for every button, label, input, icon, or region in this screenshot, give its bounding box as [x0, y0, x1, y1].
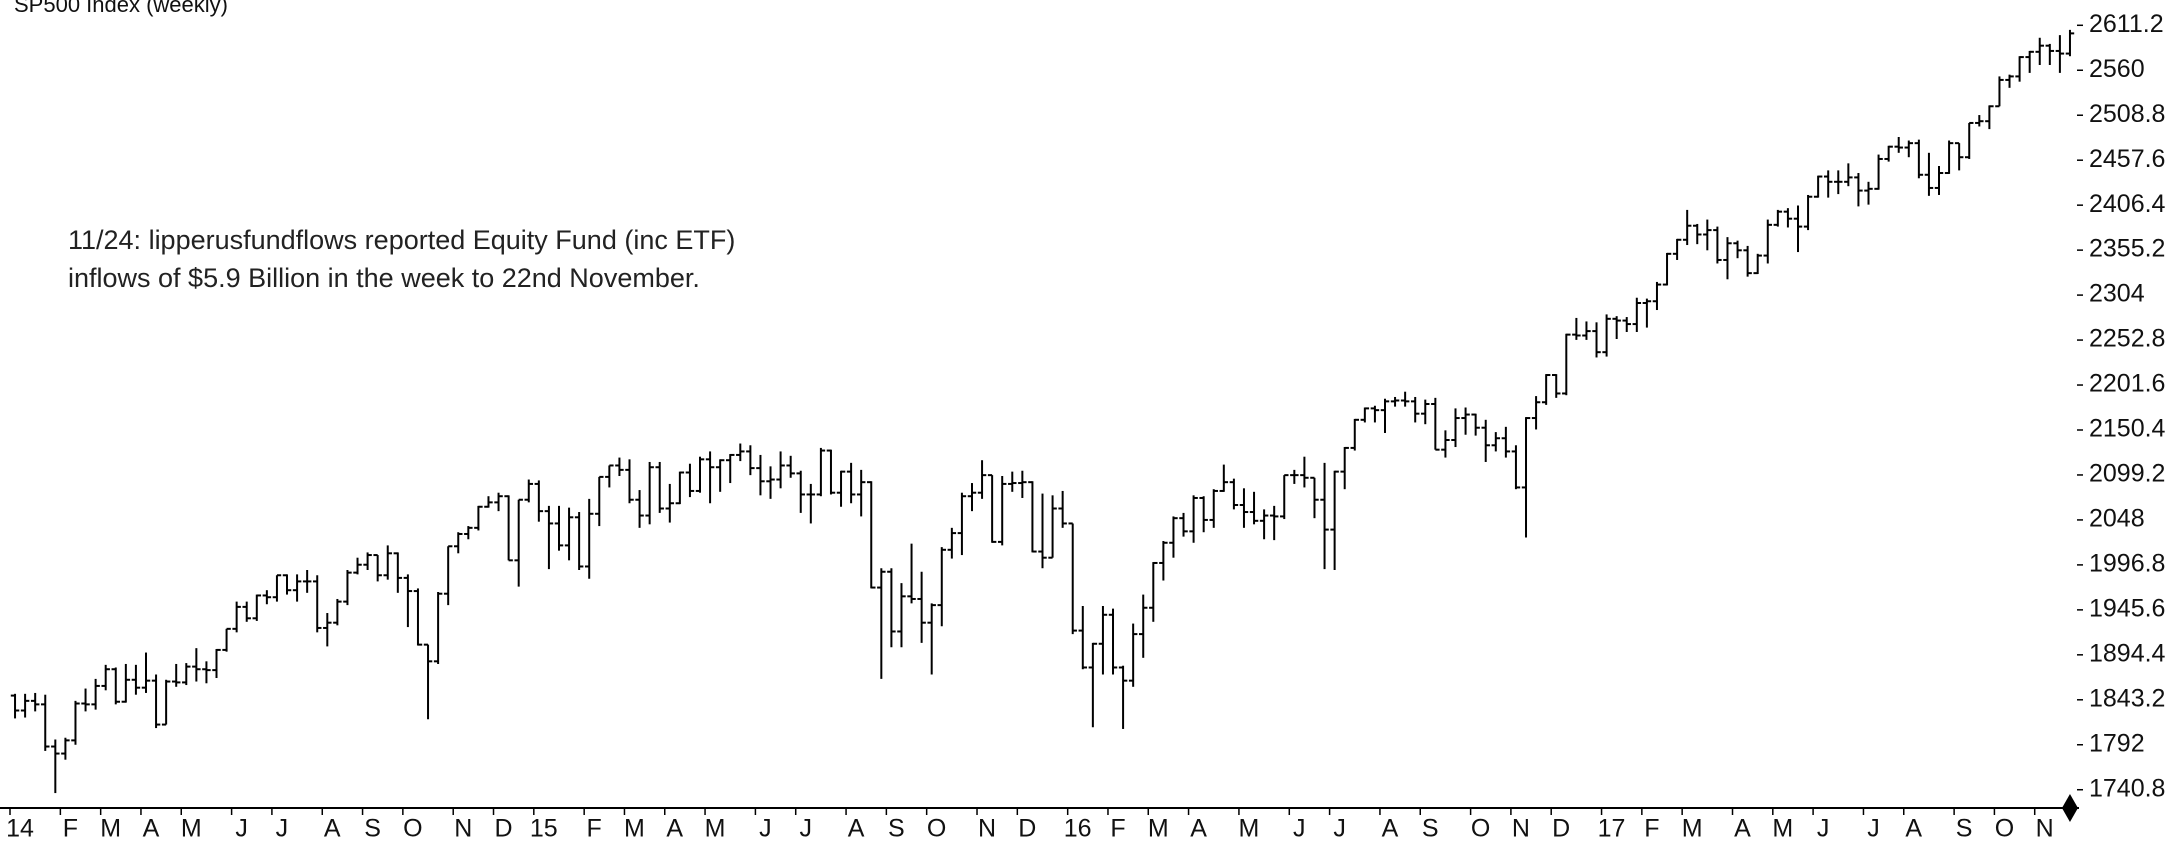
- y-tick-label: 2099.2: [2089, 460, 2165, 488]
- x-tick-label: N: [2036, 815, 2054, 843]
- x-tick-label: F: [587, 815, 602, 843]
- y-tick-label: 1843.2: [2089, 684, 2165, 712]
- x-tick-label: J: [799, 815, 812, 843]
- x-tick-label: N: [454, 815, 472, 843]
- x-tick-label: F: [1110, 815, 1125, 843]
- x-tick-label: 15: [530, 815, 558, 843]
- x-tick-label: S: [1956, 815, 1973, 843]
- x-tick-label: 16: [1064, 815, 1092, 843]
- y-tick-label: 1740.8: [2089, 774, 2165, 802]
- y-tick-label: 2611.2: [2089, 10, 2164, 38]
- x-tick-label: M: [705, 815, 726, 843]
- chart-title: SP500 Index (weekly): [14, 0, 228, 17]
- x-tick-label: N: [1512, 815, 1530, 843]
- x-tick-label: O: [1471, 815, 1490, 843]
- y-tick-label: 2560: [2089, 55, 2145, 83]
- x-tick-label: J: [1293, 815, 1306, 843]
- x-tick-label: S: [888, 815, 905, 843]
- current-marker: [2061, 794, 2078, 822]
- x-tick-label: M: [624, 815, 645, 843]
- x-tick-label: D: [1018, 815, 1036, 843]
- y-tick-label: 1945.6: [2089, 594, 2165, 622]
- x-tick-label: M: [1239, 815, 1260, 843]
- x-tick-label: J: [759, 815, 772, 843]
- y-tick-label: 1996.8: [2089, 550, 2165, 578]
- x-tick-label: A: [1905, 815, 1922, 843]
- x-tick-label: A: [143, 815, 160, 843]
- y-tick-label: 2150.4: [2089, 415, 2166, 443]
- x-tick-label: J: [1333, 815, 1346, 843]
- x-tick-label: 14: [6, 815, 34, 843]
- x-tick-label: M: [100, 815, 121, 843]
- x-tick-label: A: [848, 815, 865, 843]
- annotation: 11/24: lipperusfundflows reported Equity…: [68, 225, 735, 255]
- y-tick-label: 2048: [2089, 505, 2145, 533]
- x-tick-label: O: [1995, 815, 2014, 843]
- x-tick-label: 17: [1598, 815, 1626, 843]
- x-tick-label: A: [666, 815, 683, 843]
- x-tick-label: A: [1382, 815, 1399, 843]
- y-tick-label: 1894.4: [2089, 639, 2166, 667]
- y-tick-label: 2201.6: [2089, 370, 2165, 398]
- x-tick-label: M: [181, 815, 202, 843]
- x-tick-label: J: [1867, 815, 1880, 843]
- x-tick-label: M: [1148, 815, 1169, 843]
- y-tick-label: 2252.8: [2089, 325, 2165, 353]
- x-tick-label: F: [63, 815, 78, 843]
- y-tick-label: 2355.2: [2089, 235, 2165, 263]
- x-tick-label: A: [324, 815, 341, 843]
- x-tick-label: F: [1644, 815, 1659, 843]
- annotation: inflows of $5.9 Billion in the week to 2…: [68, 263, 700, 293]
- x-tick-label: D: [494, 815, 512, 843]
- x-tick-label: J: [276, 815, 289, 843]
- x-tick-label: O: [403, 815, 422, 843]
- x-tick-label: M: [1682, 815, 1703, 843]
- y-tick-label: 1792: [2089, 729, 2145, 757]
- x-tick-label: J: [235, 815, 248, 843]
- x-tick-label: S: [364, 815, 381, 843]
- x-tick-label: N: [978, 815, 996, 843]
- x-tick-label: J: [1817, 815, 1830, 843]
- y-tick-label: 2508.8: [2089, 100, 2165, 128]
- y-tick-label: 2304: [2089, 280, 2145, 308]
- x-tick-label: O: [927, 815, 946, 843]
- x-tick-label: S: [1422, 815, 1439, 843]
- x-tick-label: M: [1772, 815, 1793, 843]
- y-tick-label: 2406.4: [2089, 190, 2166, 218]
- x-tick-label: A: [1190, 815, 1207, 843]
- x-tick-label: D: [1552, 815, 1570, 843]
- y-tick-label: 2457.6: [2089, 145, 2165, 173]
- x-tick-label: A: [1734, 815, 1751, 843]
